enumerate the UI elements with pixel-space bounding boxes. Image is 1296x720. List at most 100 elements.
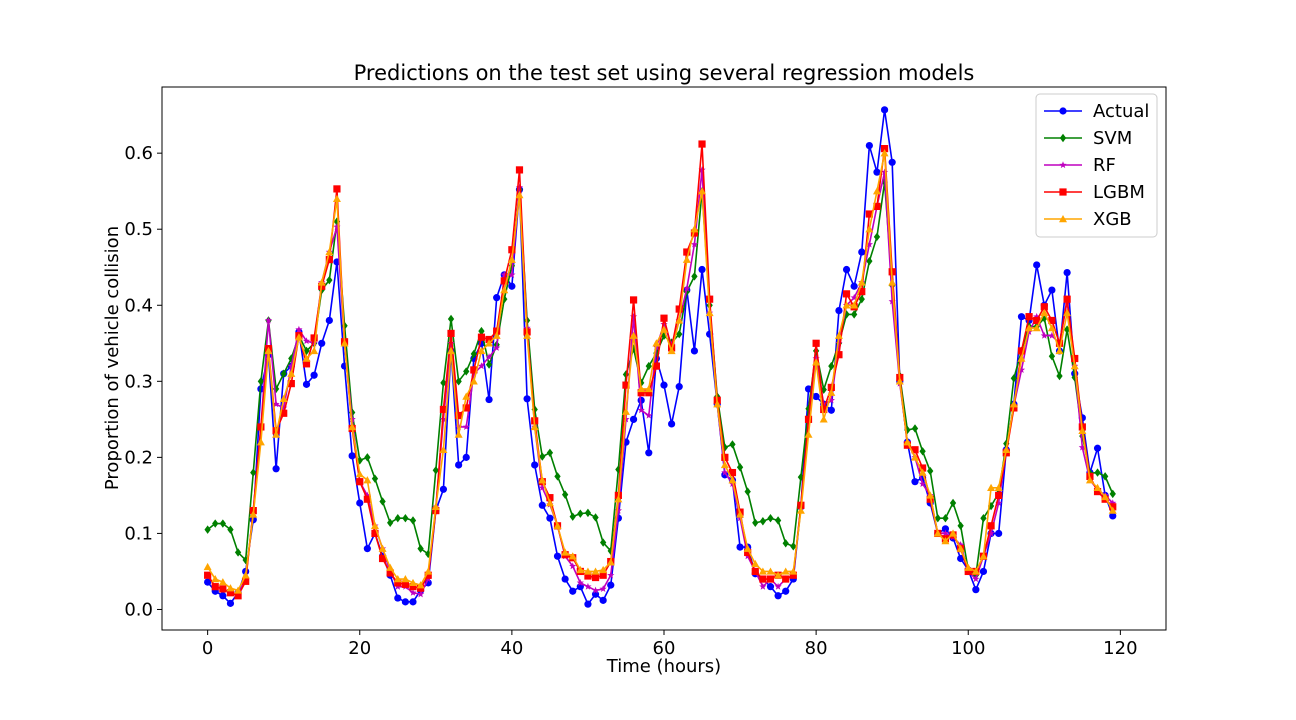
legend-entry-lgbm: LGBM	[1044, 182, 1145, 203]
data-point-actual	[462, 453, 470, 461]
data-point-xgb	[819, 415, 828, 423]
data-point-xgb	[530, 422, 539, 431]
data-point-rf	[645, 411, 653, 419]
legend-label-svm: SVM	[1093, 128, 1132, 149]
x-axis-title: Time (hours)	[606, 656, 721, 677]
data-point-xgb	[393, 575, 402, 583]
legend-label-lgbm: LGBM	[1093, 182, 1145, 203]
data-point-svm	[333, 217, 341, 226]
data-point-svm	[645, 361, 652, 371]
data-point-svm	[676, 329, 683, 339]
y-tick-label: 0.4	[124, 295, 153, 316]
data-point-lgbm	[401, 580, 409, 588]
data-point-rf	[333, 223, 341, 231]
data-point-lgbm	[1040, 303, 1048, 311]
data-point-lgbm	[880, 145, 889, 153]
data-point-rf	[683, 284, 691, 292]
data-point-rf	[500, 271, 508, 278]
data-point-actual	[325, 316, 333, 325]
data-point-svm	[744, 487, 751, 496]
data-point-actual	[629, 415, 638, 423]
data-point-svm	[1063, 325, 1071, 334]
y-tick-label: 0.5	[124, 219, 153, 240]
data-point-rf	[409, 588, 417, 596]
data-point-xgb	[660, 325, 668, 333]
data-point-lgbm	[622, 381, 630, 389]
data-point-actual	[812, 392, 820, 401]
data-point-actual	[485, 395, 493, 404]
data-point-xgb	[682, 255, 691, 263]
data-point-xgb	[234, 586, 243, 594]
x-tick-label: 40	[500, 638, 523, 659]
data-point-lgbm	[1063, 295, 1071, 303]
data-point-xgb	[933, 529, 942, 537]
y-tick-label: 0.3	[124, 371, 153, 392]
data-point-svm	[934, 514, 941, 523]
data-point-xgb	[964, 563, 973, 571]
data-point-xgb	[401, 575, 410, 583]
data-point-lgbm	[911, 446, 919, 454]
data-point-rf	[280, 404, 288, 412]
data-point-lgbm	[698, 140, 706, 148]
data-point-lgbm	[873, 202, 881, 210]
data-point-xgb	[454, 430, 463, 438]
data-point-xgb	[621, 407, 630, 415]
data-point-actual	[1093, 444, 1102, 452]
legend-marker-svm	[1059, 133, 1067, 143]
data-point-svm	[911, 424, 919, 433]
data-point-xgb	[409, 578, 417, 587]
data-point-actual	[523, 395, 531, 403]
data-point-svm	[463, 367, 470, 376]
data-point-rf	[1078, 443, 1086, 451]
data-point-xgb	[325, 248, 334, 256]
data-point-lgbm	[219, 585, 227, 593]
data-point-actual	[363, 545, 371, 553]
data-point-svm	[782, 539, 789, 548]
data-point-lgbm	[356, 478, 364, 486]
data-point-xgb	[523, 331, 532, 339]
data-point-actual	[1017, 313, 1026, 321]
data-point-lgbm	[302, 360, 311, 368]
data-point-xgb	[834, 331, 843, 339]
data-point-svm	[326, 275, 333, 285]
data-point-rf	[493, 344, 501, 351]
data-point-rf	[576, 579, 584, 586]
data-point-actual	[204, 578, 212, 586]
data-point-lgbm	[766, 575, 775, 583]
data-point-actual	[493, 294, 501, 302]
legend: Actual SVM RF LGBM XGB	[1035, 93, 1158, 238]
data-point-actual	[888, 158, 896, 166]
data-point-actual	[766, 583, 775, 591]
data-point-rf	[865, 240, 873, 248]
data-point-rf	[1025, 328, 1033, 335]
data-point-svm	[470, 349, 477, 359]
data-point-lgbm	[508, 246, 516, 254]
y-tick-label: 0.6	[124, 143, 153, 164]
data-point-xgb	[842, 301, 851, 309]
data-point-rf	[880, 168, 889, 176]
data-point-xgb	[462, 392, 471, 400]
data-point-lgbm	[424, 571, 432, 579]
data-point-lgbm	[721, 453, 729, 461]
data-point-xgb	[872, 187, 881, 195]
data-point-xgb	[675, 316, 684, 324]
data-point-svm	[736, 463, 744, 472]
data-point-actual	[774, 592, 782, 600]
legend-marker-lgbm	[1059, 188, 1067, 196]
data-point-svm	[774, 516, 782, 525]
data-point-actual	[508, 282, 516, 290]
data-point-lgbm	[584, 572, 592, 580]
data-point-lgbm	[280, 409, 288, 417]
data-point-xgb	[424, 567, 433, 575]
data-point-actual	[546, 514, 554, 522]
data-point-xgb	[1009, 400, 1018, 408]
data-point-xgb	[355, 470, 364, 478]
data-point-xgb	[644, 384, 653, 393]
data-point-lgbm	[1055, 339, 1064, 347]
data-point-xgb	[302, 354, 311, 362]
data-point-rf	[584, 582, 592, 590]
data-point-svm	[729, 440, 736, 449]
data-point-xgb	[1093, 483, 1102, 491]
data-point-xgb	[949, 529, 958, 537]
data-point-xgb	[583, 567, 592, 575]
